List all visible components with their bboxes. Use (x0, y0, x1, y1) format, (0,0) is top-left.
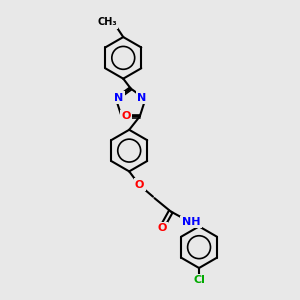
Text: NH: NH (182, 217, 200, 227)
Text: O: O (122, 111, 131, 122)
Text: CH₃: CH₃ (97, 17, 117, 27)
Text: N: N (137, 93, 146, 103)
Text: O: O (157, 224, 167, 233)
Text: O: O (135, 180, 144, 190)
Text: N: N (114, 93, 124, 103)
Text: Cl: Cl (193, 275, 205, 286)
